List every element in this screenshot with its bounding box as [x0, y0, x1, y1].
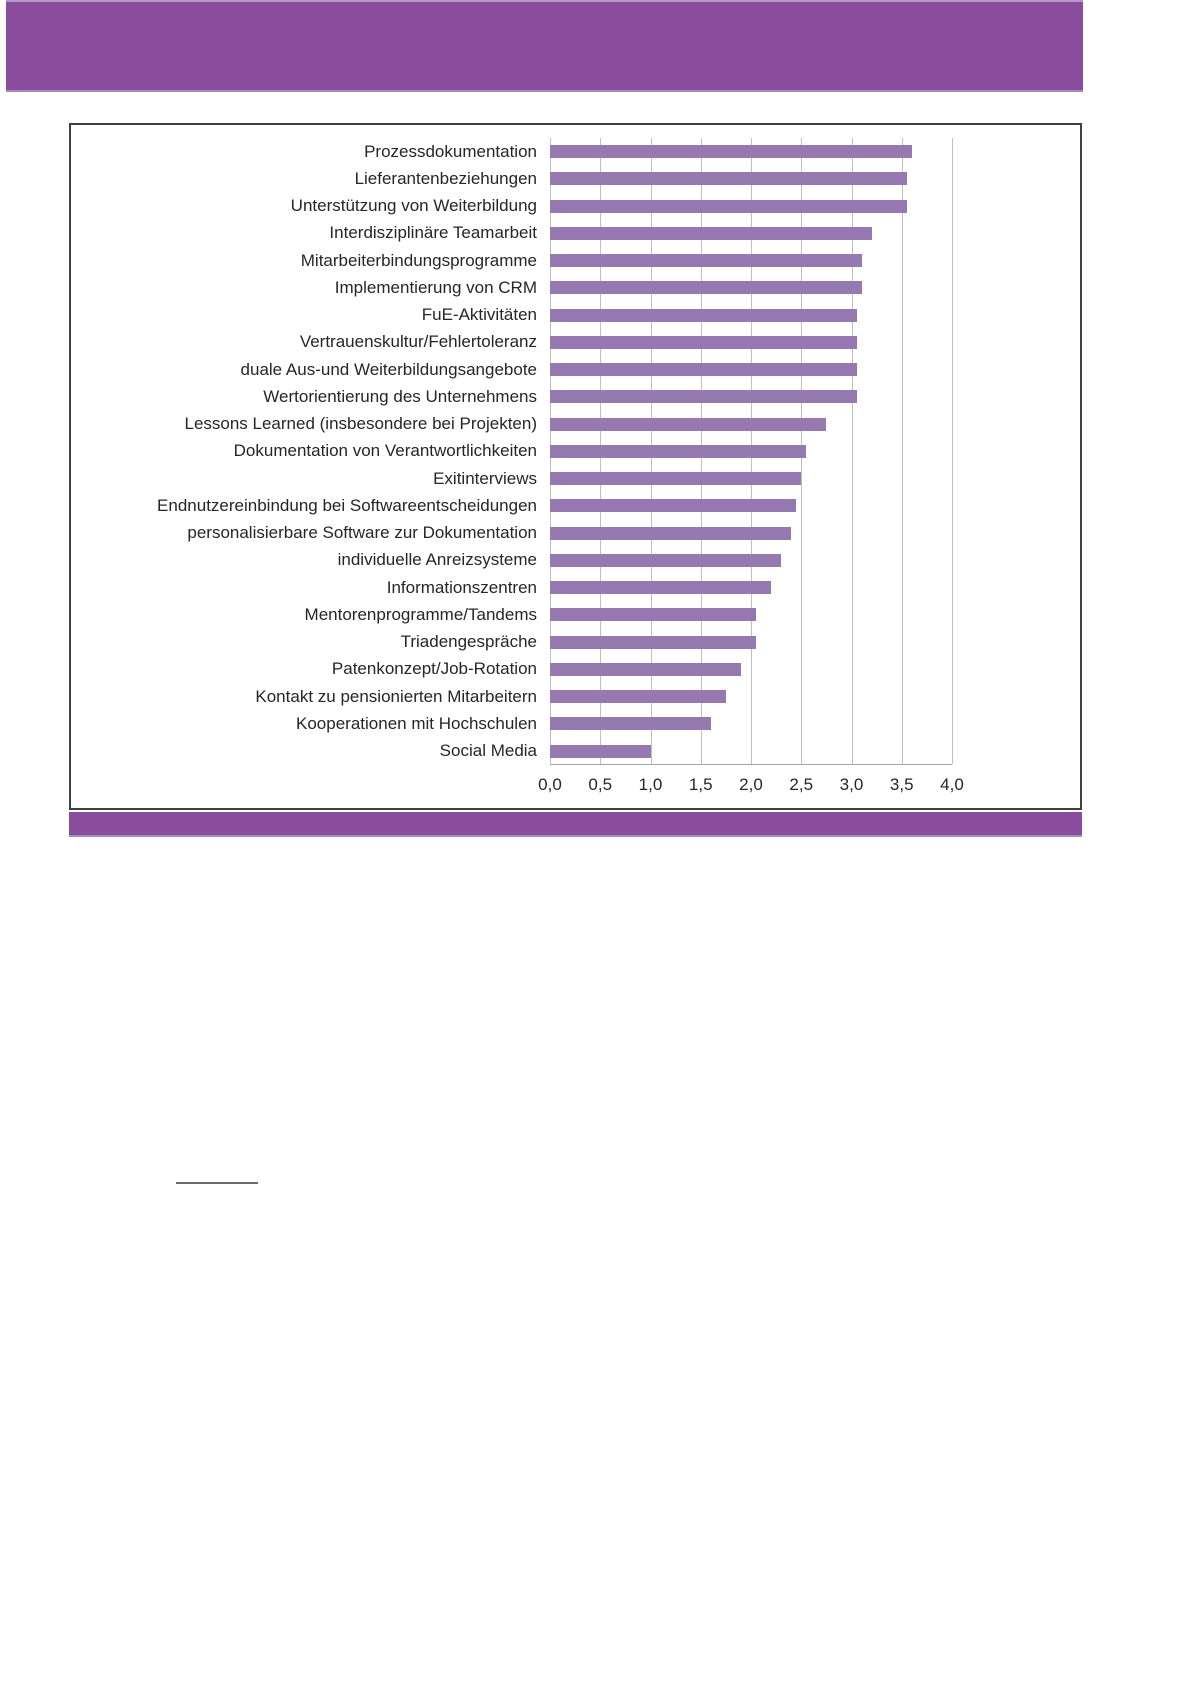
- category-label: Vertrauenskultur/Fehlertoleranz: [299, 332, 537, 352]
- category-label: Informationszentren: [386, 577, 537, 597]
- bar: [550, 472, 802, 485]
- bar: [550, 717, 711, 731]
- x-tick-label: 1,0: [638, 775, 663, 794]
- bar: [550, 363, 857, 376]
- bar: [550, 581, 772, 594]
- bar: [550, 662, 741, 676]
- bar: [550, 553, 782, 567]
- category-label: FuE-Aktivitäten: [421, 305, 537, 324]
- category-label: Implementierung von CRM: [334, 277, 537, 297]
- category-label: Patenkonzept/Job-Rotation: [331, 659, 537, 679]
- bar: [550, 254, 862, 267]
- category-label: Exitinterviews: [433, 468, 537, 488]
- category-label: duale Aus-und Weiterbildungsangebote: [240, 359, 537, 379]
- bar: [550, 335, 857, 349]
- chart-frame: Prozessdokumentation Lieferantenbeziehung…: [69, 123, 1082, 810]
- category-label: Endnutzereinbindung bei Softwareentschei…: [157, 495, 537, 515]
- category-label: Kontakt zu pensionierten Mitarbeitern: [255, 686, 537, 706]
- footnote-rule: [176, 1182, 258, 1184]
- bar: [550, 499, 797, 513]
- bar: [550, 308, 857, 322]
- bar: [550, 172, 907, 186]
- category-label: Dokumentation von Verantwortlichkeiten: [233, 441, 537, 461]
- category-label: Unterstützung von Weiterbildung: [290, 196, 537, 215]
- category-label: Social Media: [439, 741, 537, 760]
- bar: [550, 281, 862, 295]
- bar: [550, 744, 651, 758]
- x-tick-label: 0,0: [538, 775, 562, 794]
- category-label: Lessons Learned (insbesondere bei Projek…: [184, 414, 537, 433]
- header-band: [6, 0, 1083, 92]
- x-axis-line: [550, 764, 952, 765]
- category-label: personalisierbare Software zur Dokumenta…: [187, 523, 537, 542]
- bar: [550, 226, 872, 240]
- category-label: Mentorenprogramme/Tandems: [304, 604, 537, 624]
- x-tick-label: 3,0: [839, 775, 864, 794]
- category-label: Lieferantenbeziehungen: [354, 168, 537, 188]
- bar: [550, 690, 726, 703]
- category-label: Wertorientierung des Unternehmens: [263, 386, 537, 406]
- category-label: Kooperationen mit Hochschulen: [296, 713, 537, 733]
- category-label: Mitarbeiterbindungsprogramme: [300, 250, 537, 270]
- bar: [550, 635, 757, 649]
- plot-area: [550, 138, 953, 765]
- x-tick-label: 1,5: [688, 775, 713, 794]
- bar: [550, 145, 912, 158]
- x-tick-label: 2,5: [789, 775, 814, 794]
- category-label: Interdisziplinäre Teamarbeit: [329, 223, 537, 243]
- bar: [550, 444, 807, 458]
- bar: [550, 526, 792, 540]
- category-label: Triadengespräche: [400, 632, 537, 651]
- bar: [550, 608, 757, 622]
- bar: [550, 417, 827, 431]
- gridline: [952, 138, 953, 764]
- gridline: [901, 138, 903, 764]
- x-tick-label: 3,5: [889, 775, 914, 794]
- category-label: individuelle Anreizsysteme: [337, 550, 537, 570]
- category-label: Prozessdokumentation: [364, 141, 537, 161]
- gridline: [851, 138, 853, 764]
- x-tick-label: 0,5: [588, 775, 613, 794]
- x-tick-label: 4,0: [940, 775, 964, 794]
- bar: [550, 390, 857, 404]
- x-tick-label: 2,0: [739, 775, 763, 794]
- footer-band: [69, 812, 1082, 837]
- bar: [550, 199, 907, 213]
